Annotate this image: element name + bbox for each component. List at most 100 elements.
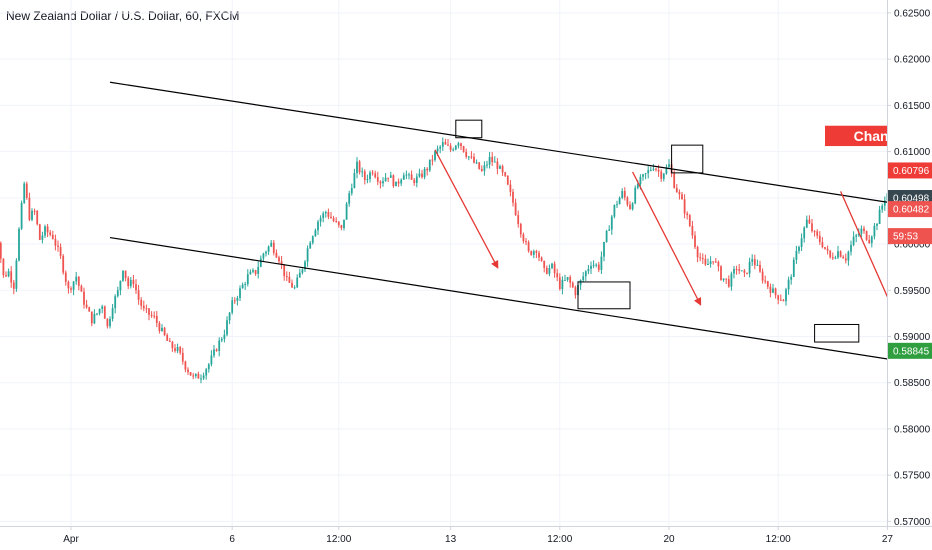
candle-body — [769, 286, 772, 293]
candle-body — [618, 197, 621, 205]
candle — [509, 180, 512, 197]
candle-body — [340, 225, 343, 229]
candle-body — [696, 247, 699, 258]
candle — [257, 261, 260, 279]
candle-body — [382, 181, 384, 184]
candle — [332, 215, 335, 223]
candle — [244, 281, 247, 290]
candle — [98, 308, 101, 316]
candle — [441, 137, 444, 151]
candle-body — [241, 284, 244, 289]
upper-channel-line — [109, 81, 932, 210]
candle — [41, 231, 44, 244]
candle-body — [358, 161, 361, 173]
candle — [564, 274, 566, 281]
candle — [335, 217, 338, 223]
candle-body — [262, 253, 265, 259]
candle — [779, 294, 782, 301]
candle-body — [168, 340, 171, 342]
candle — [883, 196, 886, 211]
candle-body — [88, 307, 91, 312]
candle-body — [28, 197, 31, 220]
candle — [551, 262, 553, 270]
candle — [246, 269, 249, 287]
candle — [168, 338, 171, 343]
candle-body — [301, 269, 304, 273]
candle-body — [704, 258, 707, 265]
candle-body — [413, 179, 416, 184]
candle — [631, 202, 634, 211]
candle-body — [402, 175, 405, 180]
y-tick-label: 0.62500 — [894, 8, 931, 19]
candle — [166, 333, 169, 342]
candle — [270, 239, 273, 248]
candle-body — [410, 174, 413, 180]
candle — [280, 256, 283, 270]
candle — [613, 204, 616, 219]
candle-body — [15, 260, 18, 289]
candle — [738, 263, 741, 275]
candle — [218, 337, 221, 357]
candle-body — [166, 335, 169, 341]
candle-body — [319, 218, 322, 222]
candle-body — [779, 299, 782, 301]
candle-body — [493, 161, 496, 163]
candle-body — [174, 348, 176, 352]
candle-body — [10, 271, 13, 283]
candle — [558, 273, 561, 291]
candle — [116, 286, 119, 298]
candle-body — [426, 168, 429, 171]
candle — [129, 277, 132, 289]
candle — [569, 275, 572, 288]
candle-body — [197, 373, 200, 379]
candle — [93, 309, 96, 325]
candle-body — [681, 194, 683, 200]
candle-body — [239, 288, 241, 299]
candle-body — [5, 275, 7, 277]
candle-body — [501, 166, 504, 173]
candle — [878, 205, 881, 225]
candle — [553, 261, 556, 278]
candle — [376, 171, 379, 186]
candle-body — [192, 375, 195, 377]
candle — [317, 219, 319, 235]
candle-body — [766, 281, 769, 287]
candle — [103, 305, 106, 319]
candle — [535, 249, 538, 259]
candle — [457, 141, 460, 149]
candle-body — [218, 340, 221, 352]
candle — [28, 192, 31, 222]
candle-body — [36, 210, 39, 225]
candle-body — [831, 257, 834, 259]
y-tick-label: 0.59500 — [894, 286, 931, 297]
candle-body — [408, 174, 410, 176]
candle — [701, 253, 704, 264]
candle — [818, 231, 821, 245]
candle — [792, 257, 795, 278]
candle-body — [397, 181, 400, 184]
candle-body — [824, 247, 826, 249]
candle-body — [405, 174, 408, 176]
candle — [623, 187, 626, 201]
candle — [462, 145, 465, 153]
candle — [397, 178, 400, 187]
candle-body — [600, 256, 603, 270]
candle — [538, 250, 540, 262]
candle-body — [506, 175, 509, 185]
candle-body — [535, 251, 538, 253]
candle — [194, 373, 197, 379]
candle-body — [280, 261, 283, 265]
candle-body — [371, 172, 374, 174]
candle-body — [449, 145, 452, 151]
candle-body — [179, 346, 182, 353]
candle-body — [855, 235, 858, 237]
candle-body — [75, 276, 78, 282]
candle — [408, 172, 410, 180]
candle-body — [590, 265, 592, 269]
candle-body — [0, 242, 2, 259]
candle-body — [787, 279, 790, 290]
candle-body — [421, 173, 423, 178]
candle-body — [298, 272, 301, 278]
candle — [876, 222, 878, 231]
